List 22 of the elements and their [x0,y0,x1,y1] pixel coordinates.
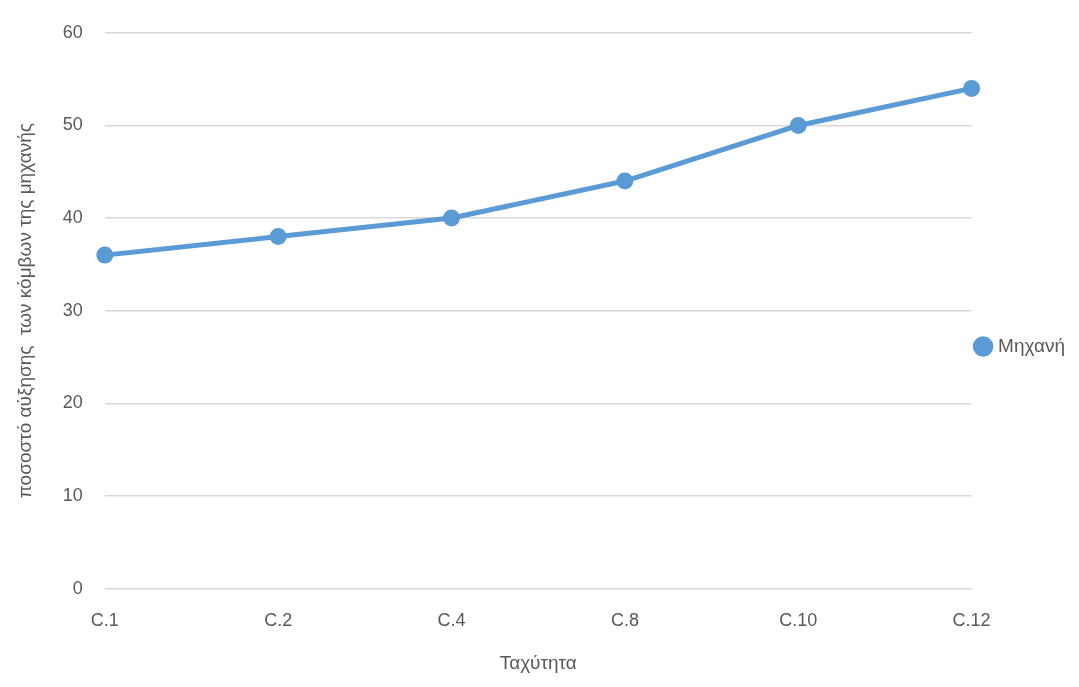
y-tick-label: 50 [62,114,83,135]
x-axis-title: Ταχύτητα [499,651,577,673]
y-tick-label: 10 [62,484,83,505]
point [616,172,634,190]
legend-label: Μηχανή [998,334,1066,356]
point [443,209,461,227]
y-axis-title: ποσοστό αύξησης των κόμβων της μηχανής [13,123,35,499]
x-tick-label: C.8 [610,610,639,631]
y-tick-label: 0 [72,577,83,598]
y-tick-label: 30 [62,299,83,320]
point [963,79,981,97]
point [789,116,807,134]
x-tick-label: C.12 [952,610,991,631]
x-tick-label: C.10 [779,610,818,631]
y-tick-label: 20 [62,392,83,413]
x-tick-label: C.4 [437,610,466,631]
x-tick-label: C.1 [90,610,119,631]
x-tick-label: C.2 [264,610,293,631]
y-tick-label: 40 [62,207,83,228]
point [96,246,114,264]
point [269,228,287,246]
y-tick-label: 60 [62,21,83,42]
